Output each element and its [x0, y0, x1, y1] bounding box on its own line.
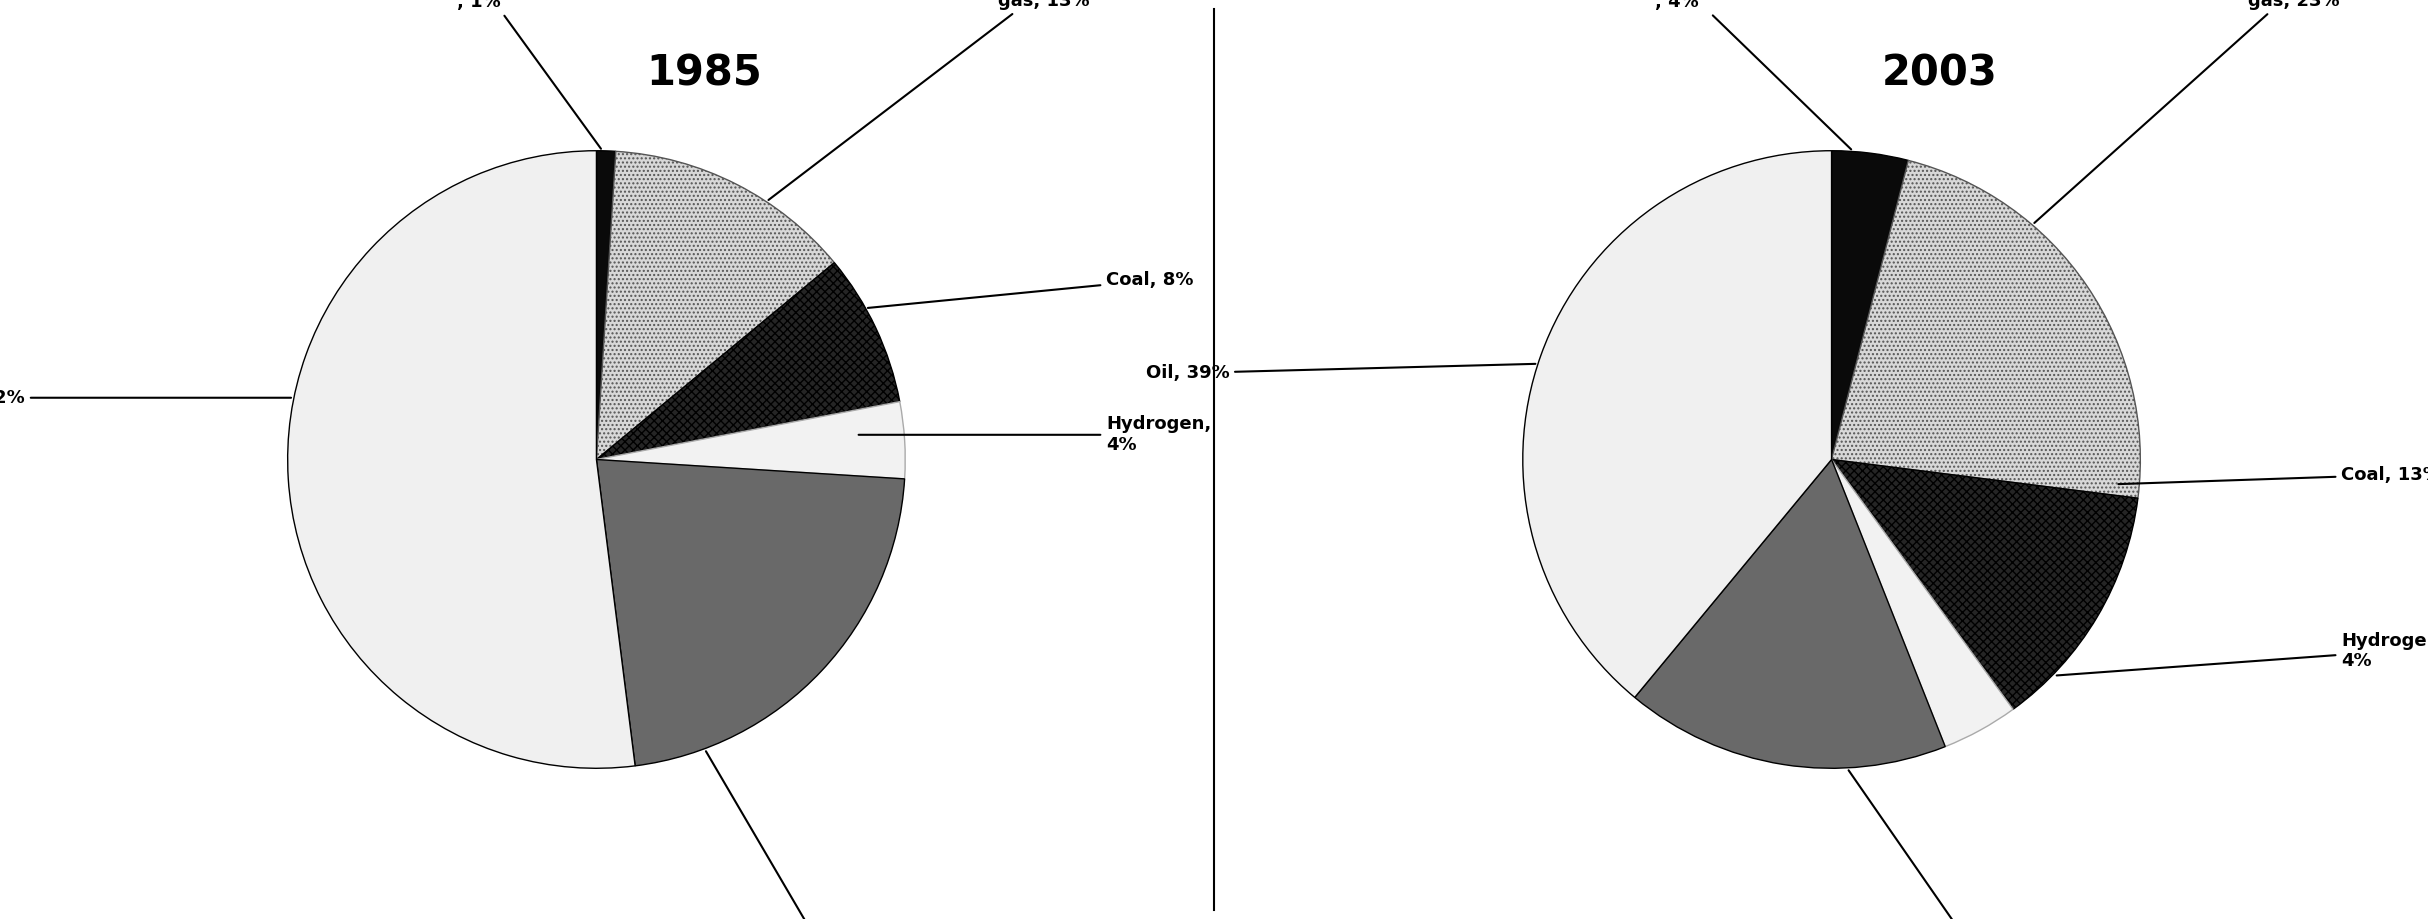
- Text: Nuclear,
17%: Nuclear, 17%: [1848, 770, 2042, 919]
- Text: Coal, 8%: Coal, 8%: [867, 271, 1195, 308]
- Text: Natural
gas, 13%: Natural gas, 13%: [770, 0, 1090, 200]
- Wedge shape: [597, 460, 906, 766]
- Text: Nuclear,
22%: Nuclear, 22%: [707, 751, 869, 919]
- Text: Oil, 52%: Oil, 52%: [0, 389, 291, 407]
- Text: Hydrogen,
4%: Hydrogen, 4%: [2057, 631, 2428, 675]
- Text: Hydrogen,
4%: Hydrogen, 4%: [860, 415, 1212, 454]
- Text: Other
renewable
, 1%: Other renewable , 1%: [425, 0, 602, 149]
- Wedge shape: [1831, 460, 2139, 709]
- Text: Natural
gas, 23%: Natural gas, 23%: [2035, 0, 2341, 223]
- Wedge shape: [597, 151, 617, 460]
- Text: 1985: 1985: [646, 52, 762, 95]
- Text: Other
renewable
, 4%: Other renewable , 4%: [1624, 0, 1850, 150]
- Wedge shape: [597, 152, 835, 460]
- Text: 2003: 2003: [1882, 52, 1998, 95]
- Wedge shape: [287, 151, 636, 768]
- Text: Oil, 39%: Oil, 39%: [1146, 364, 1534, 382]
- Wedge shape: [1522, 151, 1831, 698]
- Wedge shape: [1831, 151, 1908, 460]
- Wedge shape: [1831, 460, 2013, 746]
- Wedge shape: [597, 263, 901, 460]
- Wedge shape: [1831, 161, 2141, 498]
- Text: Coal, 13%: Coal, 13%: [2117, 466, 2428, 484]
- Wedge shape: [597, 402, 906, 479]
- Wedge shape: [1634, 460, 1945, 768]
